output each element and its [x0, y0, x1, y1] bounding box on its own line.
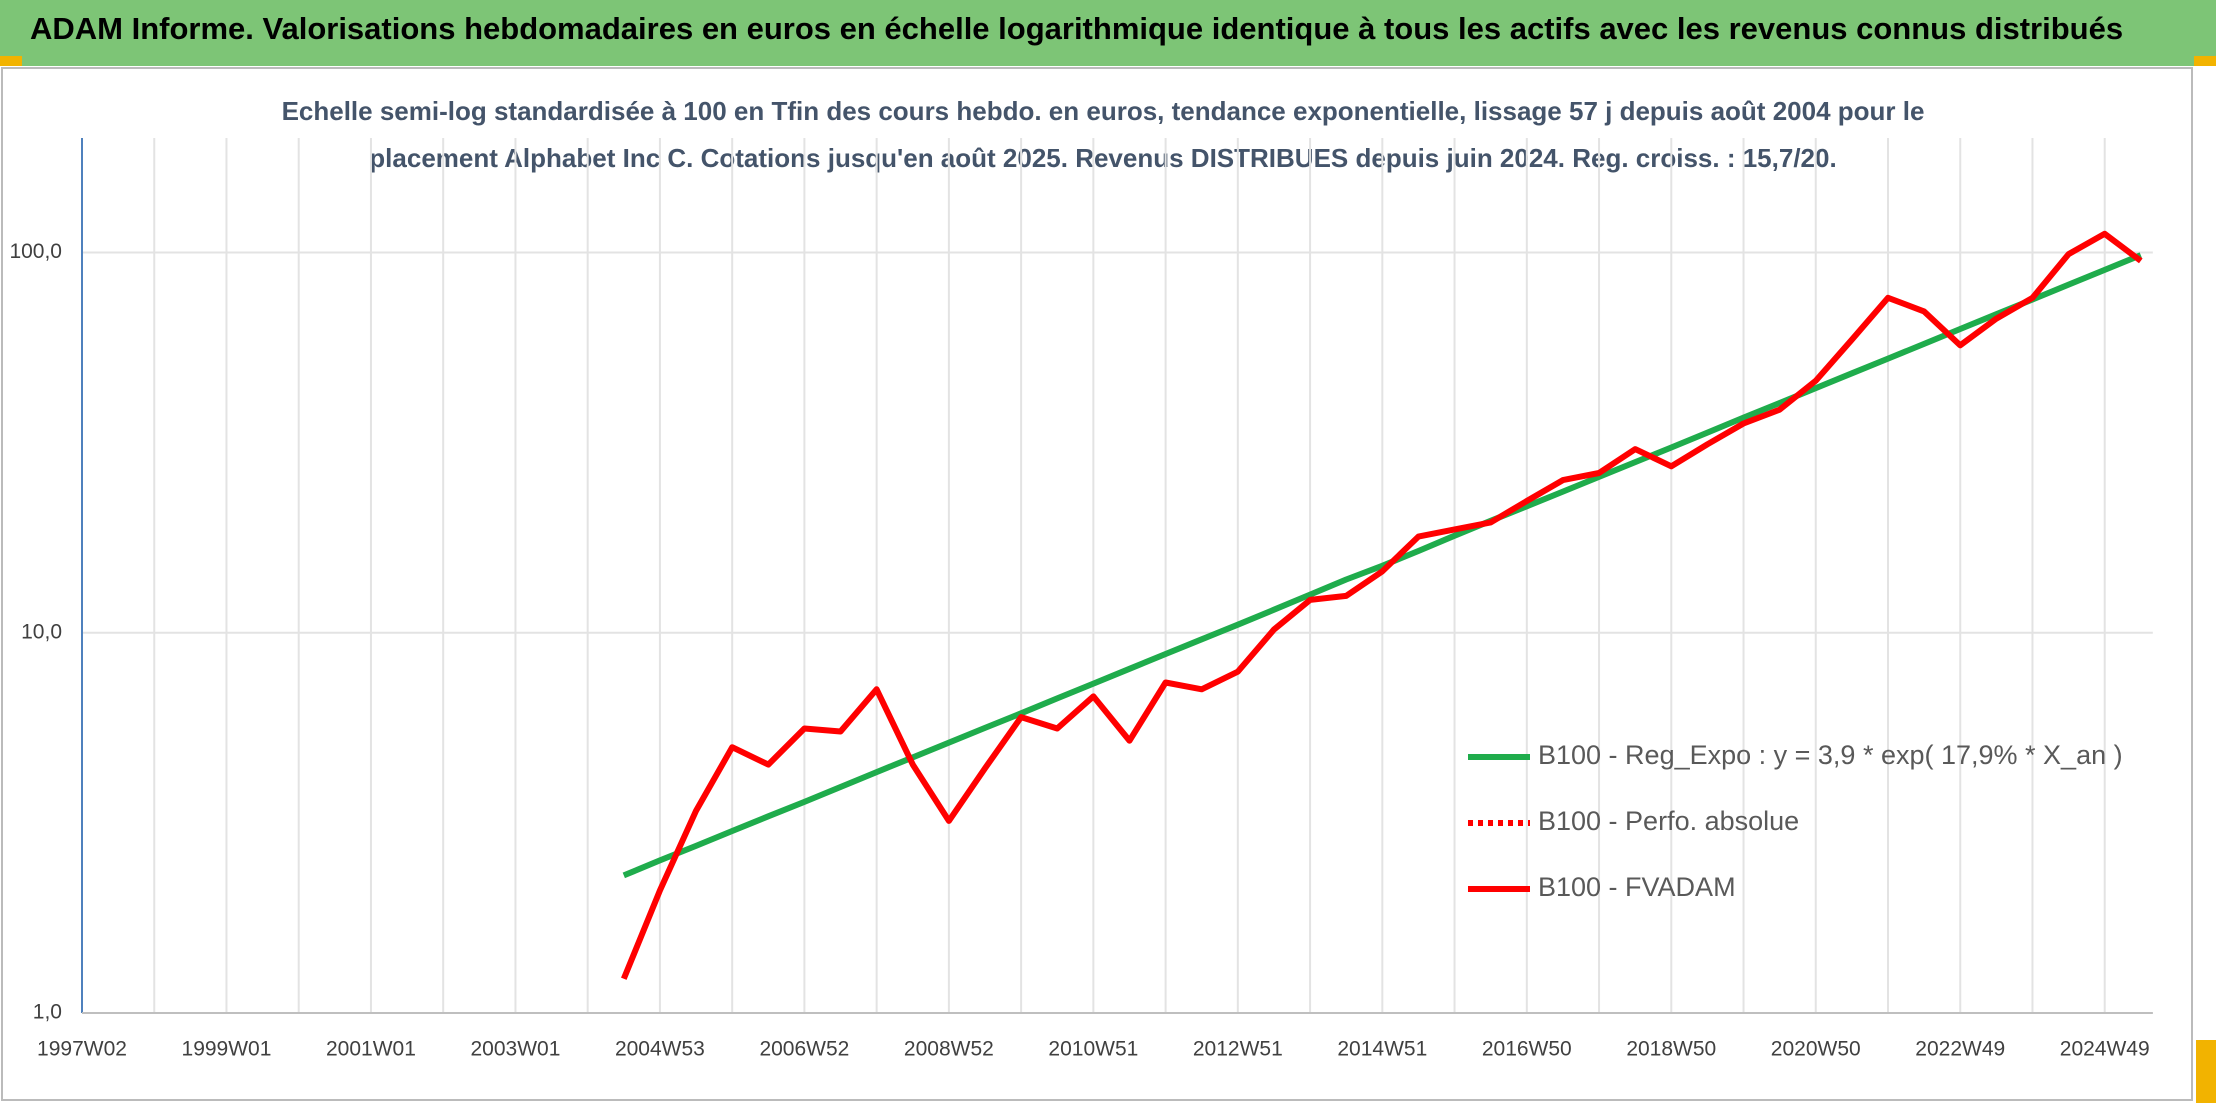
x-tick-label: 2010W51 — [1048, 1038, 1138, 1061]
legend-label: B100 - Reg_Expo : y = 3,9 * exp( 17,9% *… — [1538, 740, 2123, 770]
legend-label: B100 - FVADAM — [1538, 872, 1736, 902]
x-tick-label: 2003W01 — [470, 1038, 560, 1061]
corner-mark — [0, 56, 22, 66]
x-tick-label: 2012W51 — [1193, 1038, 1283, 1061]
x-tick-label: 2006W52 — [759, 1038, 849, 1061]
x-tick-label: 1999W01 — [182, 1038, 272, 1061]
x-tick-label: 2020W50 — [1771, 1038, 1861, 1061]
x-tick-label: 2001W01 — [326, 1038, 416, 1061]
x-tick-label: 2024W49 — [2060, 1038, 2150, 1061]
x-tick-label: 2008W52 — [904, 1038, 994, 1061]
x-tick-label: 1997W02 — [37, 1038, 127, 1061]
plot-area: 1,0 10,0 100,0 1997W02 1999W01 2001W01 2003W01… — [9, 138, 2153, 1061]
header-bar — [0, 0, 2216, 66]
chart-subtitle: Echelle semi-log standardisée à 100 en T… — [282, 96, 1925, 126]
series-line — [622, 252, 2142, 879]
page-title: ADAM Informe. Valorisations hebdomadaire… — [30, 11, 2123, 46]
legend-label: B100 - Perfo. absolue — [1538, 806, 1799, 836]
y-tick-label: 1,0 — [33, 1001, 62, 1024]
y-tick-label: 10,0 — [21, 620, 62, 643]
x-tick-label: 2018W50 — [1626, 1038, 1716, 1061]
chart-border — [1, 67, 2193, 1101]
chart-subtitle: placement Alphabet Inc C. Cotations jusq… — [369, 143, 1836, 173]
corner-mark — [2196, 1040, 2216, 1103]
y-tick-label: 100,0 — [9, 240, 62, 263]
x-tick-label: 2016W50 — [1482, 1038, 1572, 1061]
x-tick-label: 2004W53 — [615, 1038, 705, 1061]
x-tick-label: 2014W51 — [1337, 1038, 1427, 1061]
series-line — [621, 230, 2143, 980]
x-tick-label: 2022W49 — [1915, 1038, 2005, 1061]
corner-mark — [2194, 56, 2216, 66]
